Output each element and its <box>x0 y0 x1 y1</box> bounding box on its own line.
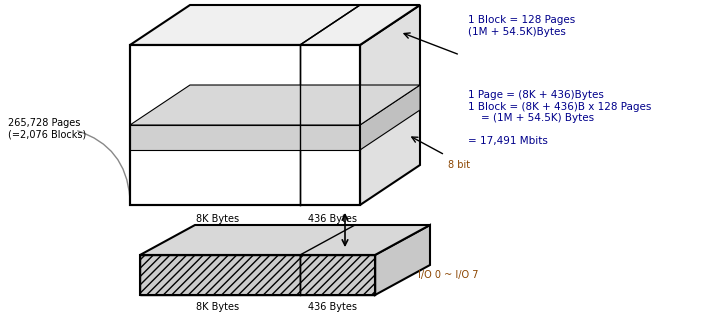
Polygon shape <box>140 255 300 295</box>
Text: 1 Page = (8K + 436)Bytes
1 Block = (8K + 436)B x 128 Pages
    = (1M + 54.5K) By: 1 Page = (8K + 436)Bytes 1 Block = (8K +… <box>468 90 652 147</box>
Text: 8K Bytes: 8K Bytes <box>196 302 240 312</box>
Text: 8 bit: 8 bit <box>448 160 470 170</box>
Text: Page Register: Page Register <box>194 269 261 279</box>
Polygon shape <box>360 5 420 205</box>
Polygon shape <box>360 85 420 150</box>
Polygon shape <box>130 45 360 205</box>
Polygon shape <box>140 225 430 255</box>
Polygon shape <box>130 85 420 125</box>
Polygon shape <box>130 125 360 150</box>
Text: 436 Bytes: 436 Bytes <box>309 214 357 224</box>
Polygon shape <box>375 225 430 295</box>
Polygon shape <box>130 5 420 45</box>
Text: 1 Block = 128 Pages
(1M + 54.5K)Bytes: 1 Block = 128 Pages (1M + 54.5K)Bytes <box>468 15 575 37</box>
Text: 8K Bytes: 8K Bytes <box>196 214 240 224</box>
Text: 436 Bytes: 436 Bytes <box>309 302 357 312</box>
Text: I/O 0 ~ I/O 7: I/O 0 ~ I/O 7 <box>418 270 478 280</box>
Polygon shape <box>300 255 375 295</box>
Text: 265,728 Pages
(=2,076 Blocks): 265,728 Pages (=2,076 Blocks) <box>8 118 86 140</box>
